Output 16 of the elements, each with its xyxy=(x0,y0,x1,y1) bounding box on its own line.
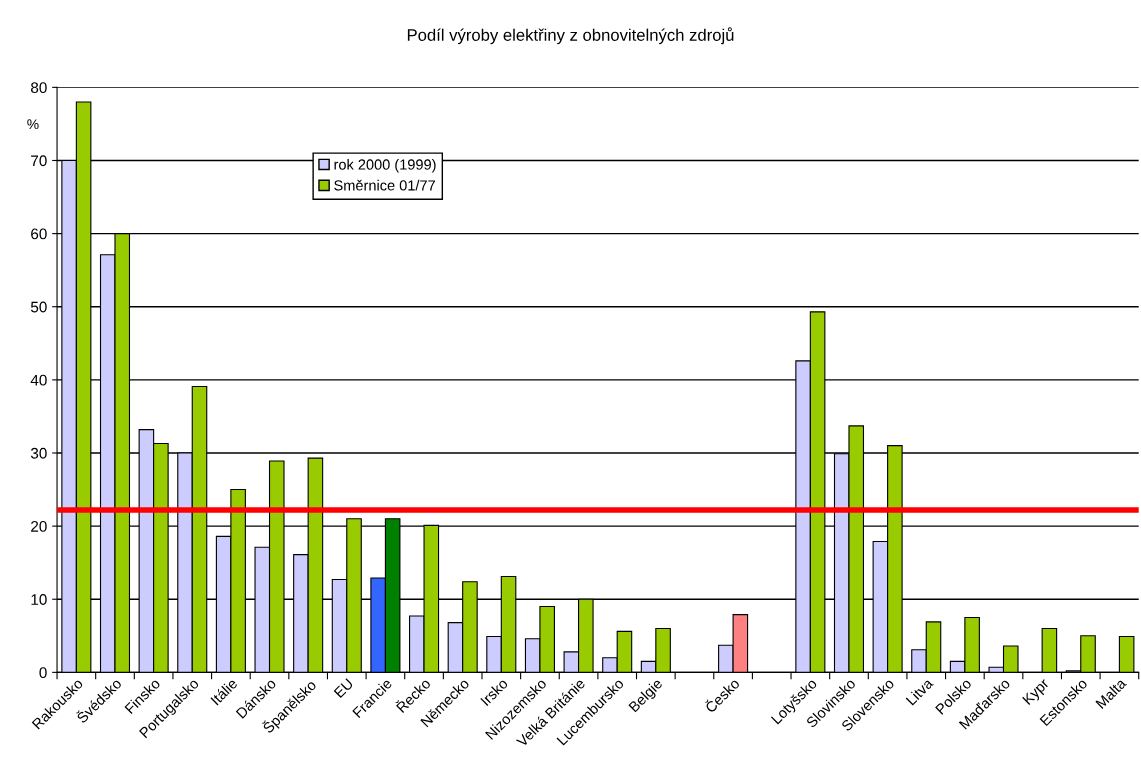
chart-title: Podíl výroby elektřiny z obnovitelných zdrojů xyxy=(407,27,734,45)
y-tick-label: 50 xyxy=(30,301,47,313)
y-axis-title: % xyxy=(27,119,39,130)
y-tick-label: 30 xyxy=(30,447,47,459)
y-tick-label: 10 xyxy=(31,594,47,605)
y-tick-label: 20 xyxy=(31,520,47,532)
y-tick-label: 0 xyxy=(39,667,47,679)
legend-label: Směrnice 01/77 xyxy=(334,179,435,191)
y-tick-label: 80 xyxy=(31,82,47,94)
x-tick-label: EU xyxy=(333,678,354,699)
y-tick-label: 70 xyxy=(31,155,47,167)
bar xyxy=(1118,635,1135,673)
y-tick-label: 60 xyxy=(31,228,47,240)
y-tick-label: 40 xyxy=(30,374,47,386)
legend-label: rok 2000 (1999) xyxy=(334,158,436,173)
bar xyxy=(1041,627,1058,673)
